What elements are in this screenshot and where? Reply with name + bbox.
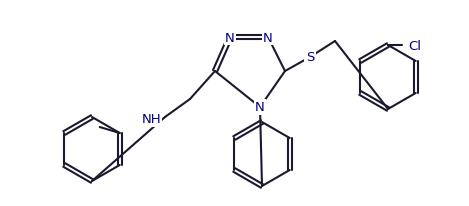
Text: NH: NH bbox=[141, 113, 161, 126]
Text: N: N bbox=[225, 31, 235, 44]
Text: N: N bbox=[263, 31, 273, 44]
Text: Cl: Cl bbox=[408, 39, 421, 52]
Text: S: S bbox=[306, 51, 314, 64]
Text: N: N bbox=[255, 101, 265, 114]
